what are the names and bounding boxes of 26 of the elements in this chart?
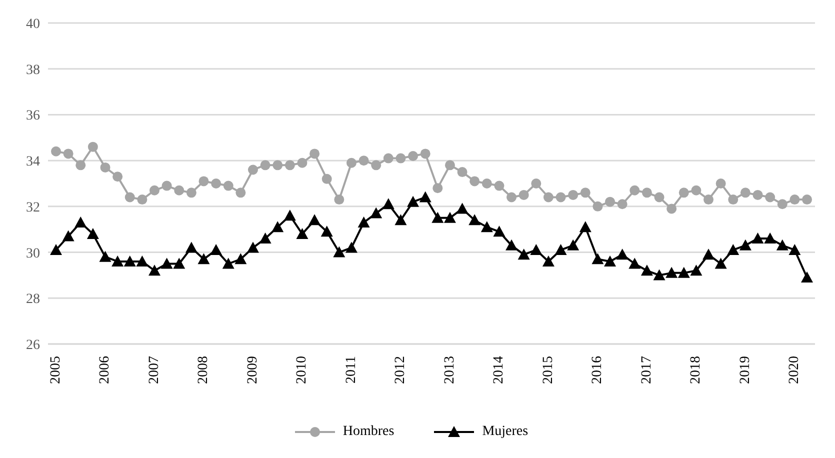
y-tick-label: 40 (26, 16, 40, 32)
x-tick-label: 2008 (196, 356, 212, 384)
x-tick-label: 2005 (48, 356, 64, 384)
legend-label: Mujeres (482, 424, 528, 440)
x-tick-label: 2006 (98, 356, 113, 384)
x-tick-label: 2019 (738, 356, 753, 384)
legend-label: Hombres (342, 424, 394, 440)
x-tick-label: 2020 (787, 356, 802, 384)
y-tick-label: 30 (26, 246, 40, 262)
x-tick-label: 2010 (294, 356, 310, 384)
x-tick-label: 2015 (540, 356, 556, 384)
x-tick-label: 2018 (688, 356, 704, 384)
x-tick-label: 2017 (639, 356, 654, 384)
y-tick-label: 36 (26, 108, 40, 124)
y-tick-label: 32 (26, 200, 40, 216)
y-tick-label: 34 (26, 154, 40, 170)
y-tick-label: 28 (26, 292, 40, 308)
y-tick-label: 38 (26, 62, 40, 78)
x-tick-label: 2014 (492, 356, 507, 384)
x-tick-label: 2009 (245, 356, 260, 384)
y-tick-label: 26 (26, 338, 40, 353)
x-tick-label: 2016 (590, 356, 606, 384)
x-tick-label: 2012 (393, 356, 408, 384)
x-tick-label: 2007 (146, 356, 162, 384)
x-tick-label: 2013 (442, 356, 458, 384)
x-tick-label: 2011 (344, 356, 359, 384)
